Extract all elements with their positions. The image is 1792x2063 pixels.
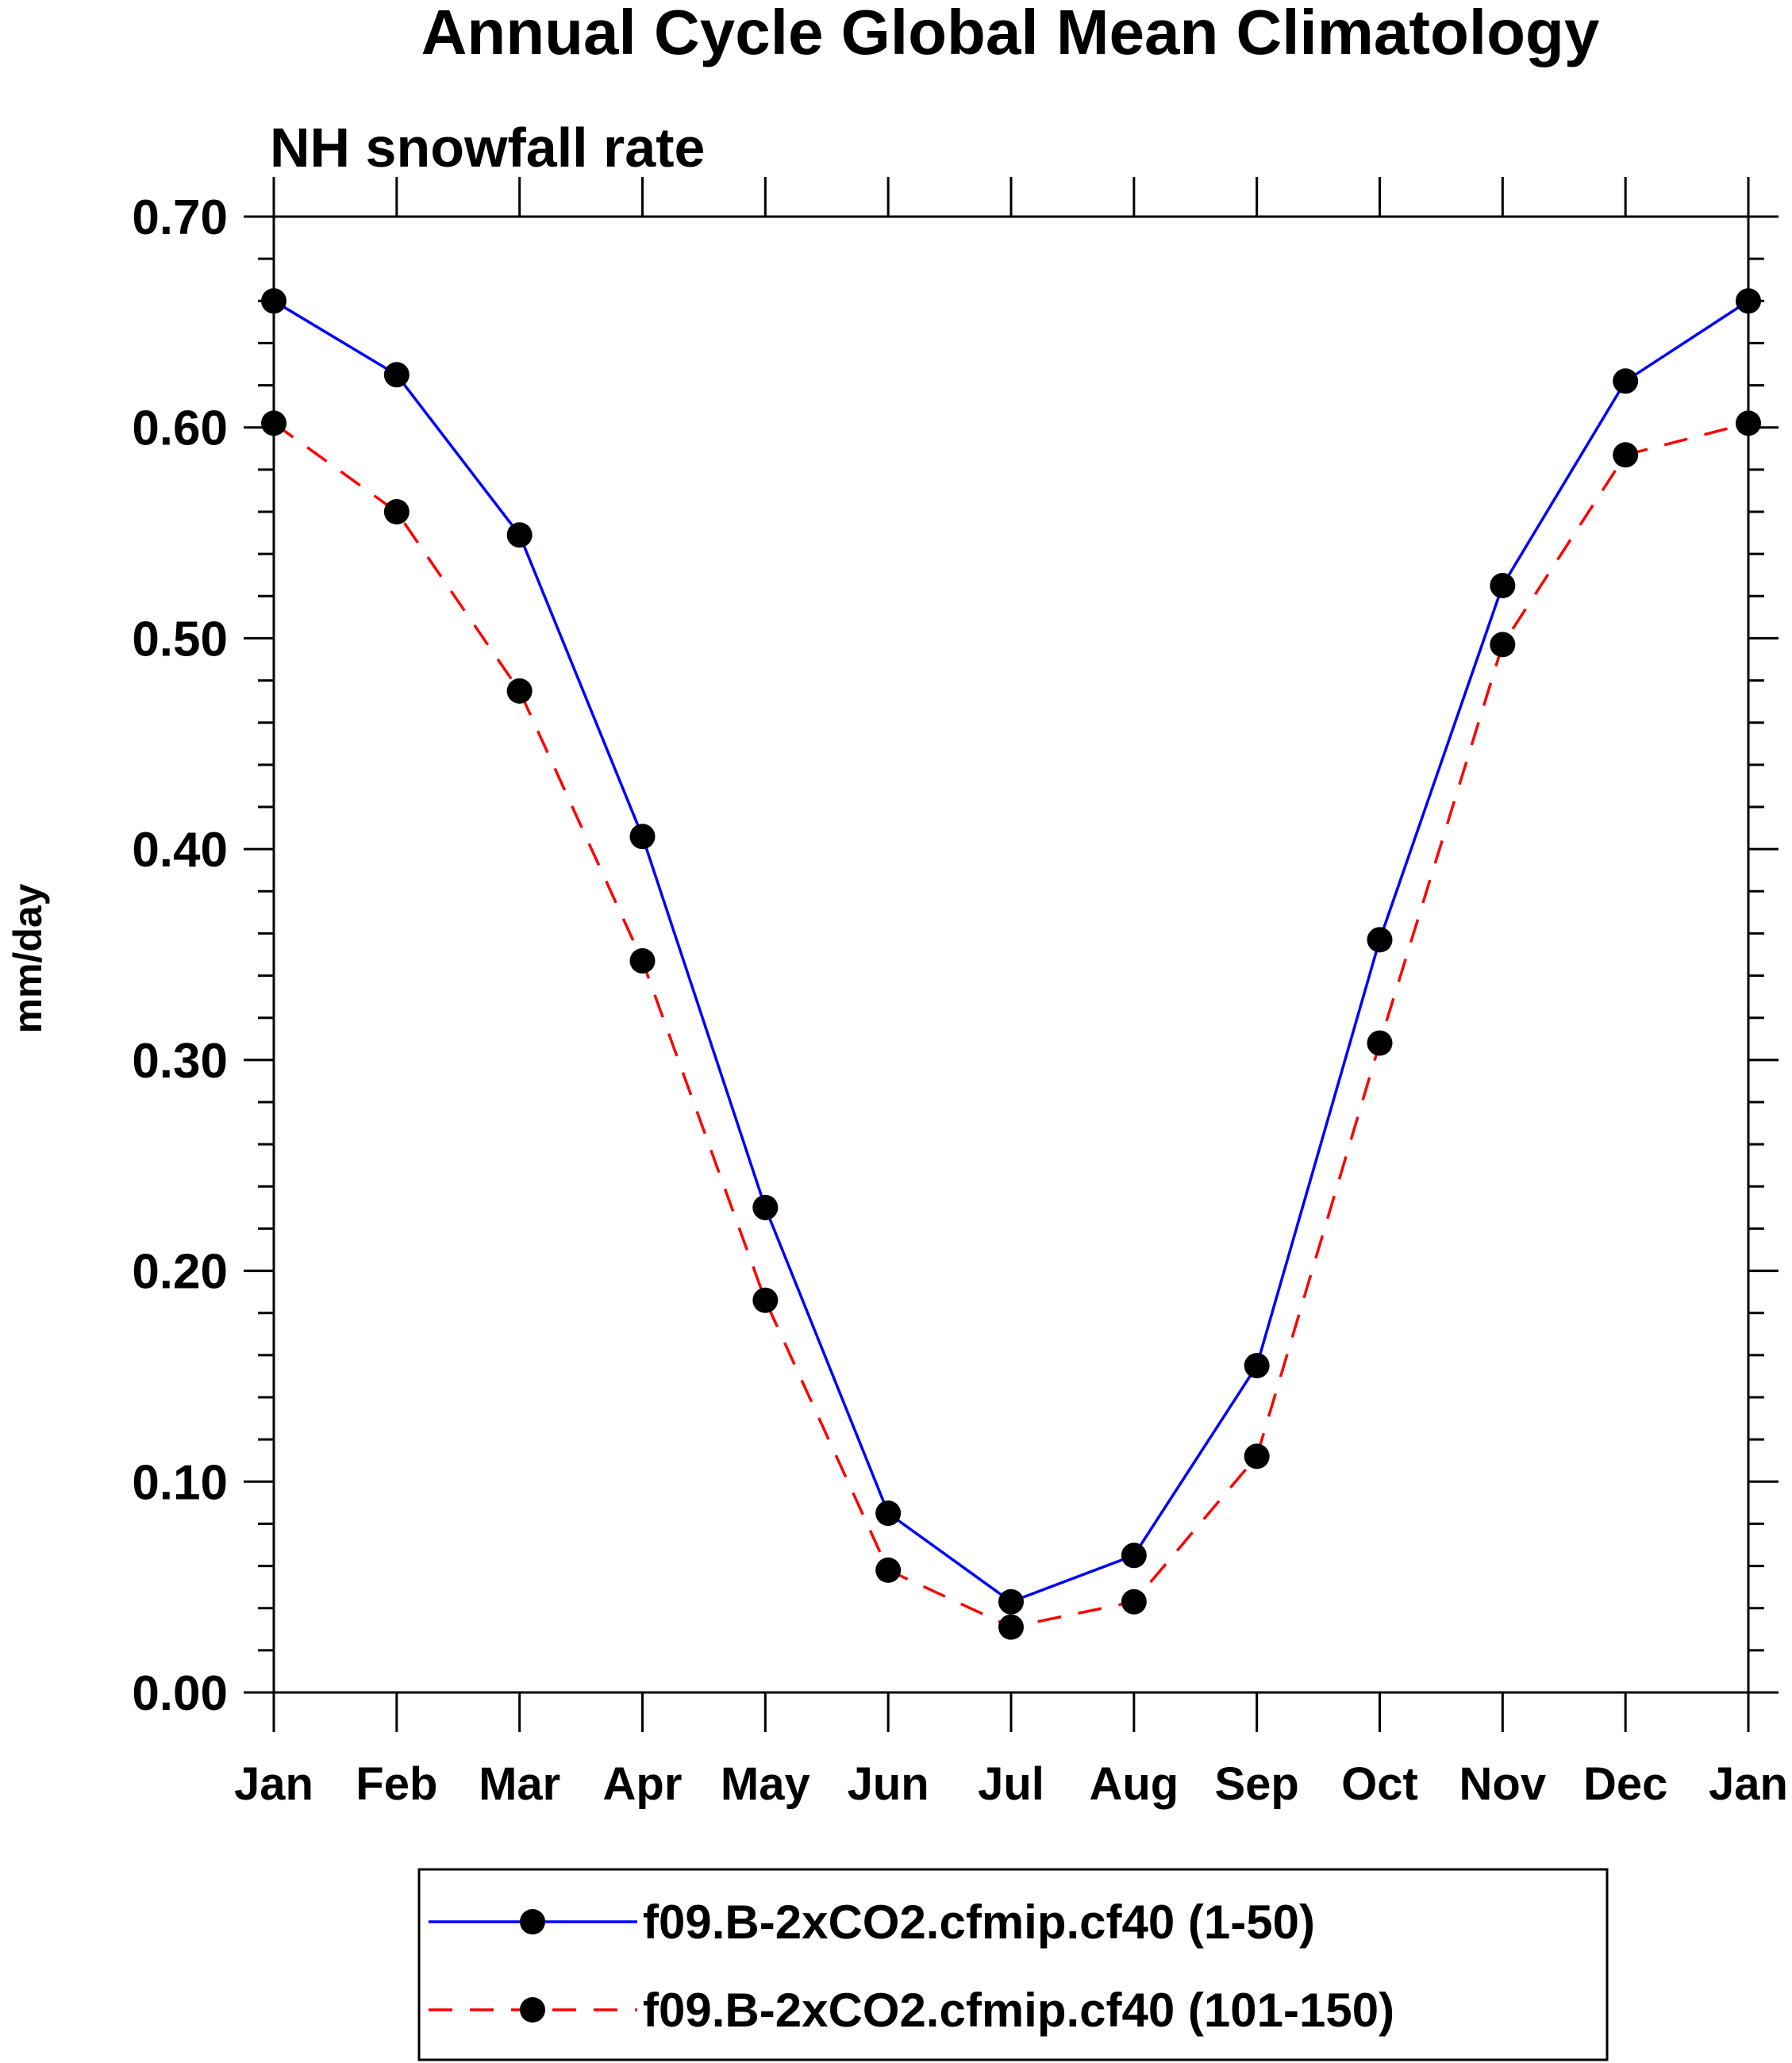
x-tick-label: Jan [234,1758,313,1810]
x-tick-label: Apr [603,1758,683,1810]
legend-label-series-1: f09.B-2xCO2.cfmip.cf40 (1-50) [643,1896,1315,1949]
data-point-series-1 [629,824,656,850]
x-tick-label: Mar [479,1758,560,1810]
y-tick-label: 0.20 [132,1245,228,1300]
data-point-series-2 [506,678,533,704]
y-tick-label: 0.40 [132,823,228,878]
x-tick-label: Oct [1341,1758,1418,1810]
x-tick-label: Jan [1709,1758,1788,1810]
series-markers [261,288,1761,1640]
data-point-series-1 [875,1500,902,1527]
data-point-series-1 [1490,573,1516,598]
chart-title: Annual Cycle Global Mean Climatology [421,0,1600,67]
data-point-series-2 [1121,1589,1147,1615]
x-tick-labels: Jan Feb Mar Apr May Jun Jul Aug Sep Oct Nov Dec Jan [234,1758,1788,1810]
x-tick-label: Jul [978,1758,1044,1810]
y-tick-labels: 0.00 0.10 0.20 0.30 0.40 0.50 0.60 0.70 [132,190,228,1721]
x-tick-label: Dec [1583,1758,1667,1810]
x-tick-label: Nov [1459,1758,1547,1810]
data-point-series-1 [752,1194,779,1220]
x-tick-label: Sep [1214,1758,1298,1810]
data-point-series-1 [1244,1353,1270,1379]
data-point-series-2 [261,410,286,436]
data-point-series-2 [629,947,656,974]
data-point-series-1 [998,1589,1024,1615]
data-point-series-2 [1367,1030,1393,1056]
legend-marker-series-2 [520,1997,545,2023]
legend: f09.B-2xCO2.cfmip.cf40 (1-50) f09.B-2xCO… [417,1868,1609,2061]
data-point-series-1 [261,288,286,314]
plot-frame [272,215,1750,1694]
y-tick-label: 0.30 [132,1034,228,1089]
data-point-series-1 [383,362,410,388]
y-tick-label: 0.70 [132,190,228,245]
y-axis-label: mm/day [6,883,50,1033]
x-tick-label: May [721,1758,810,1810]
data-point-series-1 [1736,288,1761,314]
data-point-series-2 [1244,1443,1270,1469]
x-tick-label: Jun [848,1758,929,1810]
data-point-series-1 [506,522,533,548]
data-point-series-2 [875,1557,902,1583]
series-line-1 [273,299,1749,1604]
chart-subtitle: NH snowfall rate [270,117,705,179]
legend-box [417,1868,1609,2061]
data-point-series-2 [1490,632,1516,658]
y-tick-label: 0.60 [132,401,228,456]
data-point-series-2 [1613,442,1639,468]
axis-ticks [244,177,1779,1732]
data-point-series-2 [383,499,410,524]
data-point-series-1 [1613,368,1639,394]
legend-label-series-2: f09.B-2xCO2.cfmip.cf40 (101-150) [643,1984,1394,2037]
y-tick-label: 0.00 [132,1666,228,1721]
data-point-series-2 [752,1287,779,1313]
data-point-series-2 [998,1614,1024,1640]
data-point-series-2 [1736,410,1761,436]
series-lines [272,299,1749,1629]
x-tick-label: Aug [1089,1758,1179,1810]
data-point-series-1 [1367,927,1393,953]
y-tick-label: 0.10 [132,1455,228,1510]
y-tick-label: 0.50 [132,612,228,667]
data-point-series-1 [1121,1542,1147,1569]
x-tick-label: Feb [356,1758,437,1810]
legend-marker-series-1 [520,1909,545,1934]
series-line-2 [272,421,1749,1629]
